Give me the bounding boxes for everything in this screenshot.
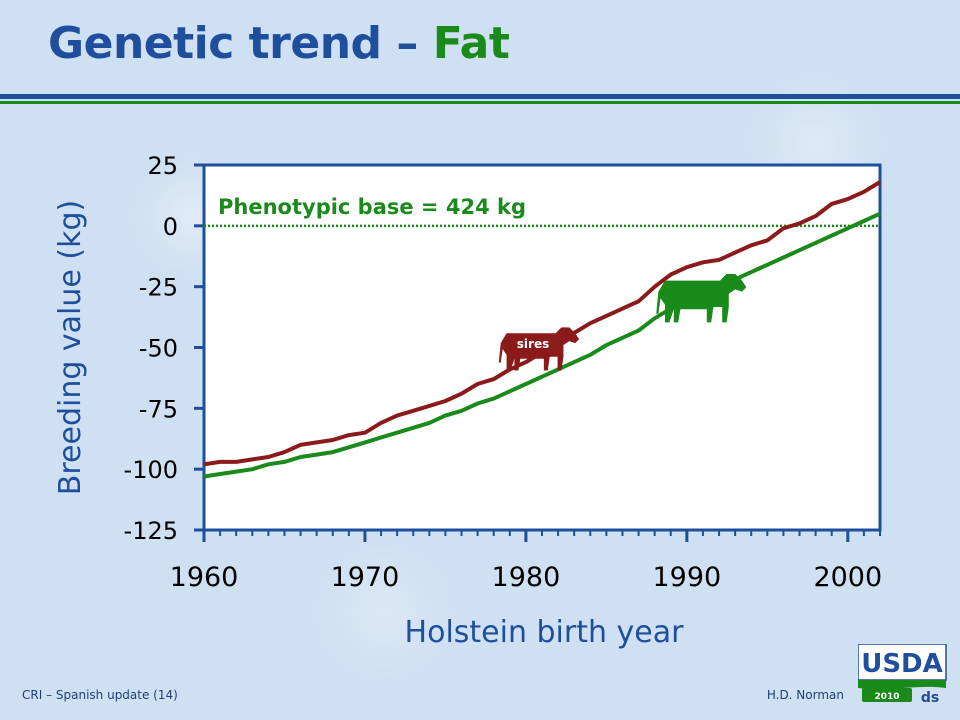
x-tick-label: 1960 bbox=[170, 562, 239, 593]
x-tick-label: 1990 bbox=[652, 562, 721, 593]
x-axis-title: Holstein birth year bbox=[405, 615, 685, 650]
y-tick-label: -75 bbox=[139, 395, 178, 423]
y-tick-label: -100 bbox=[124, 456, 178, 484]
x-tick-label: 1970 bbox=[331, 562, 400, 593]
usda-logo: USDA 2010 ds bbox=[858, 644, 947, 706]
phenotypic-base-label: Phenotypic base = 424 kg bbox=[218, 195, 526, 219]
y-tick-label: -25 bbox=[139, 274, 178, 302]
footer-presentation: CRI – Spanish update (14) bbox=[22, 688, 178, 702]
y-tick-label: -50 bbox=[139, 335, 178, 363]
sires-cow-icon bbox=[498, 327, 580, 371]
y-axis-title: Breeding value (kg) bbox=[53, 200, 88, 495]
y-tick-label: -125 bbox=[124, 517, 178, 545]
y-tick-label: 0 bbox=[163, 213, 178, 241]
sires-cow-label: sires bbox=[517, 337, 549, 351]
title-main: Genetic trend bbox=[48, 18, 382, 69]
slide-title: Genetic trend – Fat bbox=[48, 22, 510, 66]
cows-cow-icon-shape bbox=[656, 274, 747, 323]
cows-cow-icon bbox=[656, 274, 747, 323]
title-separator: – bbox=[381, 18, 433, 69]
title-rule-green bbox=[0, 101, 960, 104]
x-tick-label: 1980 bbox=[492, 562, 561, 593]
footer-author: H.D. Norman bbox=[766, 688, 844, 702]
ads-logo-icon: ds bbox=[921, 690, 939, 706]
usda-logo-text: USDA bbox=[861, 649, 943, 679]
y-tick-label: 25 bbox=[147, 152, 178, 180]
x-tick-label: 2000 bbox=[813, 562, 882, 593]
sires-cow-icon-shape bbox=[498, 327, 580, 371]
usda-logo-year: 2010 bbox=[874, 692, 899, 702]
title-accent: Fat bbox=[432, 18, 510, 69]
series-line-cows bbox=[203, 211, 881, 479]
genetic-trend-chart: 25 0 -25 -50 -75 -100 -125 1960 1970 1980 1990 2000… bbox=[53, 152, 882, 650]
title-rule-blue bbox=[0, 94, 960, 99]
